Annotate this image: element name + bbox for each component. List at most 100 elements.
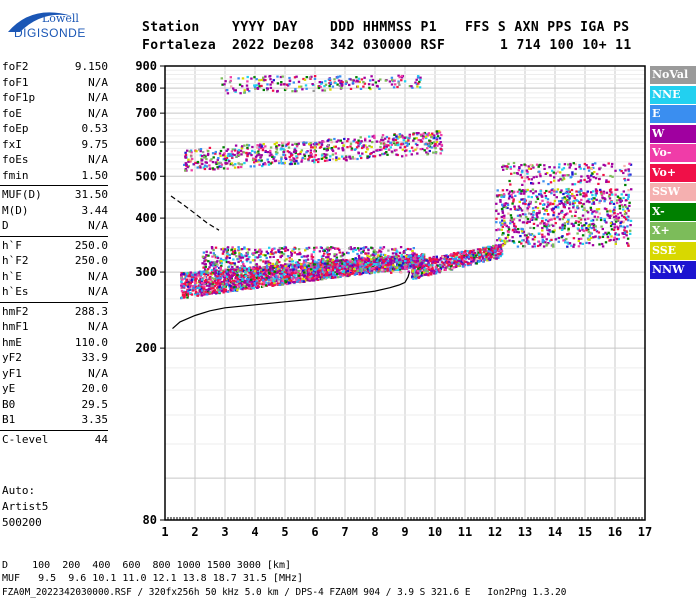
echo-point — [260, 270, 264, 273]
echo-point — [527, 240, 530, 243]
echo-point — [495, 202, 498, 205]
echo-point — [315, 274, 319, 277]
echo-point — [294, 276, 297, 279]
echo-point — [194, 291, 198, 294]
echo-point — [304, 269, 307, 272]
echo-point — [198, 280, 201, 283]
echo-point — [309, 266, 313, 269]
echo-point — [326, 145, 329, 148]
echo-point — [514, 225, 517, 228]
echo-point — [579, 193, 582, 196]
echo-point — [183, 296, 186, 299]
echo-point — [216, 275, 219, 278]
echo-point — [375, 255, 378, 258]
echo-point — [215, 282, 218, 285]
echo-point — [402, 257, 406, 261]
echo-point — [419, 269, 422, 272]
echo-point — [181, 291, 185, 294]
echo-point — [206, 293, 209, 296]
echo-point — [435, 257, 439, 260]
echo-point — [266, 278, 269, 281]
echo-point — [390, 271, 393, 274]
echo-point — [598, 243, 601, 246]
echo-point — [283, 272, 286, 276]
echo-point — [320, 276, 324, 279]
echo-point — [300, 264, 303, 267]
echo-point — [284, 265, 287, 268]
echo-point — [238, 275, 241, 278]
echo-point — [462, 251, 465, 254]
echo-point — [229, 279, 232, 282]
echo-point — [542, 203, 545, 206]
echo-point — [324, 262, 327, 265]
echo-point — [560, 209, 564, 213]
echo-point — [215, 261, 218, 264]
echo-point — [577, 239, 580, 243]
echo-point — [376, 259, 379, 262]
echo-point — [612, 208, 616, 211]
echo-point — [602, 190, 606, 193]
echo-point — [230, 277, 233, 280]
echo-point — [524, 213, 527, 216]
echo-point — [201, 281, 204, 285]
echo-point — [230, 280, 233, 283]
echo-point — [351, 264, 354, 267]
echo-point — [272, 280, 275, 283]
echo-point — [591, 210, 594, 213]
echo-point — [384, 256, 387, 259]
echo-point — [609, 188, 613, 191]
echo-point — [225, 257, 228, 260]
echo-point — [444, 268, 447, 271]
echo-point — [583, 224, 586, 227]
echo-point — [287, 281, 291, 284]
echo-point — [207, 260, 210, 263]
echo-point — [492, 251, 495, 254]
echo-point — [180, 280, 183, 283]
echo-point — [450, 253, 453, 256]
echo-point — [628, 201, 631, 204]
echo-point — [338, 265, 342, 268]
echo-point — [575, 193, 579, 197]
echo-point — [253, 282, 256, 285]
echo-point — [357, 145, 360, 148]
echo-point — [299, 152, 302, 155]
echo-point — [336, 264, 340, 267]
echo-point — [335, 256, 339, 259]
echo-point — [290, 272, 293, 276]
echo-point — [224, 159, 227, 162]
echo-point — [299, 270, 302, 273]
echo-point — [572, 202, 575, 205]
echo-point — [414, 265, 418, 268]
echo-point — [281, 283, 284, 286]
echo-point — [271, 262, 275, 265]
echo-point — [507, 192, 511, 195]
echo-point — [550, 238, 553, 241]
echo-point — [533, 242, 536, 245]
echo-point — [589, 206, 592, 209]
echo-point — [366, 261, 370, 265]
echo-point — [503, 239, 506, 242]
echo-point — [432, 141, 436, 144]
echo-point — [617, 226, 620, 229]
echo-point — [601, 196, 604, 199]
echo-point — [549, 201, 552, 204]
echo-point — [223, 274, 227, 277]
echo-point — [268, 269, 271, 272]
echo-point — [211, 264, 215, 267]
echo-point — [624, 199, 628, 202]
echo-point — [525, 234, 528, 237]
echo-point — [233, 262, 236, 265]
echo-point — [479, 248, 482, 251]
echo-point — [336, 273, 339, 276]
echo-point — [252, 287, 256, 290]
echo-point — [469, 261, 473, 264]
echo-point — [191, 157, 194, 160]
echo-point — [406, 265, 409, 268]
echo-point — [373, 271, 376, 274]
echo-point — [413, 269, 416, 272]
echo-point — [288, 278, 292, 281]
echo-point — [312, 274, 316, 278]
echo-point — [477, 251, 480, 254]
echo-point — [503, 204, 506, 207]
echo-point — [438, 143, 441, 146]
